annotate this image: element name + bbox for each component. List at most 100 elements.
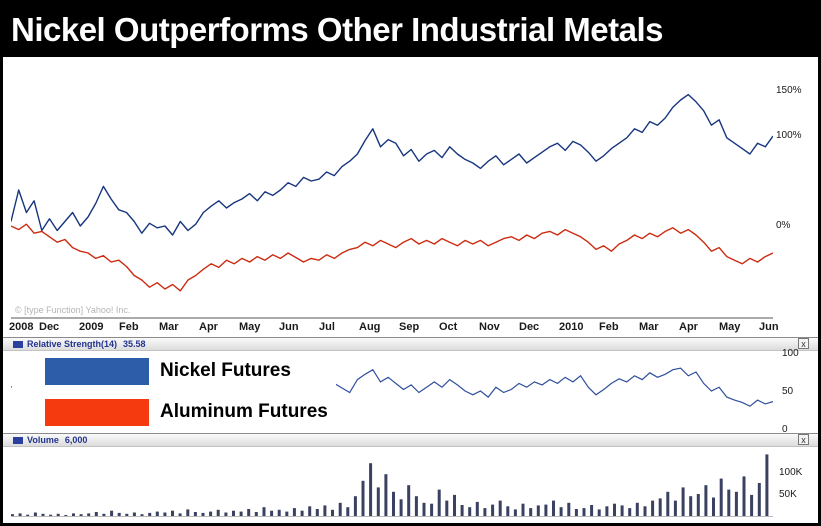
volume-bar xyxy=(666,491,670,516)
legend-row-aluminum: Aluminum Futures xyxy=(12,399,336,427)
volume-bar xyxy=(11,514,14,516)
volume-y-tick-label: 50K xyxy=(779,489,797,500)
volume-bar xyxy=(750,494,754,516)
x-axis-label: Jun xyxy=(759,321,779,333)
volume-chart-svg xyxy=(11,448,773,518)
volume-bar xyxy=(727,489,731,516)
volume-bar xyxy=(651,500,655,516)
volume-bar xyxy=(437,489,441,516)
x-axis-label: Aug xyxy=(359,321,381,333)
volume-bar xyxy=(110,510,114,516)
volume-y-tick-label: 100K xyxy=(779,467,803,478)
volume-bar xyxy=(140,514,144,516)
volume-bar xyxy=(734,491,738,516)
rsi-y-tick-label: 100 xyxy=(782,348,799,359)
volume-bar xyxy=(529,508,533,516)
x-axis-label: Feb xyxy=(599,321,619,333)
page-title: Nickel Outperforms Other Industrial Meta… xyxy=(11,11,664,48)
volume-bar xyxy=(620,505,624,516)
volume-bar xyxy=(673,500,677,516)
volume-bar xyxy=(178,513,182,516)
volume-bar xyxy=(491,504,495,516)
volume-bar xyxy=(757,483,761,516)
volume-bar xyxy=(49,514,53,516)
volume-bar xyxy=(574,509,578,516)
volume-bar xyxy=(300,510,304,516)
close-icon: x xyxy=(801,434,806,445)
volume-bar xyxy=(613,503,616,516)
x-axis-label: Nov xyxy=(479,321,500,333)
volume-bar xyxy=(338,502,342,516)
volume-bar xyxy=(254,512,258,516)
volume-bar xyxy=(239,511,243,516)
volume-bar xyxy=(247,509,251,516)
volume-bar xyxy=(498,500,502,516)
volume-bar xyxy=(552,500,555,516)
x-axis-label: Jun xyxy=(279,321,299,333)
volume-bar xyxy=(155,511,159,516)
x-axis-label: Feb xyxy=(119,321,139,333)
x-axis-label: May xyxy=(719,321,741,333)
legend-overlay: Nickel Futures Aluminum Futures xyxy=(12,352,336,431)
x-axis-label: Dec xyxy=(39,321,60,333)
volume-legend-swatch xyxy=(13,436,23,444)
rsi-y-tick-label: 0 xyxy=(782,424,788,435)
legend-nickel-swatch xyxy=(45,358,149,385)
volume-bar xyxy=(224,512,228,516)
close-icon: x xyxy=(801,338,806,349)
x-axis-label: May xyxy=(239,321,261,333)
rsi-close-button[interactable]: x xyxy=(798,338,809,349)
legend-nickel-label: Nickel Futures xyxy=(160,360,291,381)
volume-bar xyxy=(468,507,472,516)
volume-bar xyxy=(414,496,418,516)
x-axis-label: Apr xyxy=(199,321,218,333)
volume-bar xyxy=(18,513,22,516)
volume-bar xyxy=(353,496,357,516)
x-axis-label: 2008 xyxy=(9,321,34,333)
volume-bar xyxy=(148,512,152,516)
price-y-tick-label: 0% xyxy=(776,220,791,231)
x-axis-label: Oct xyxy=(439,321,458,333)
volume-bar xyxy=(628,508,632,516)
volume-bar xyxy=(262,507,266,516)
x-axis-label: Sep xyxy=(399,321,420,333)
volume-bar xyxy=(163,512,167,516)
volume-bar xyxy=(513,509,517,516)
volume-bar xyxy=(605,506,609,516)
volume-bar xyxy=(765,454,769,516)
title-bar: Nickel Outperforms Other Industrial Meta… xyxy=(3,3,818,57)
rsi-legend-swatch xyxy=(13,340,23,348)
volume-bar xyxy=(658,498,662,516)
volume-bar xyxy=(460,505,464,516)
volume-bar xyxy=(41,513,45,516)
volume-bar xyxy=(79,514,83,516)
volume-bar xyxy=(453,494,456,516)
volume-bar xyxy=(696,494,700,516)
volume-bar xyxy=(346,507,350,516)
volume-bar xyxy=(33,512,37,516)
volume-close-button[interactable]: x xyxy=(798,434,809,445)
volume-bar xyxy=(506,506,510,516)
volume-bar xyxy=(582,508,586,516)
x-axis-label: Apr xyxy=(679,321,698,333)
volume-bar xyxy=(308,506,312,516)
volume-bar xyxy=(64,515,68,516)
rsi-panel-header: Relative Strength(14) 35.58 xyxy=(3,337,818,351)
volume-bar xyxy=(277,509,281,516)
legend-aluminum-label: Aluminum Futures xyxy=(160,401,328,422)
volume-bar xyxy=(719,478,723,516)
x-axis-label: Jul xyxy=(319,321,335,333)
rsi-panel-value: 35.58 xyxy=(123,339,146,349)
volume-bar xyxy=(232,510,235,516)
aluminum-series-line xyxy=(11,223,773,292)
x-axis-label: Dec xyxy=(519,321,540,333)
volume-bar xyxy=(430,503,434,516)
volume-bar xyxy=(94,512,98,516)
x-axis-label: 2009 xyxy=(79,321,104,333)
volume-bar xyxy=(742,476,746,516)
volume-bar xyxy=(407,485,411,516)
volume-bar xyxy=(712,497,715,516)
volume-bar xyxy=(87,513,91,516)
volume-bar xyxy=(544,504,548,516)
